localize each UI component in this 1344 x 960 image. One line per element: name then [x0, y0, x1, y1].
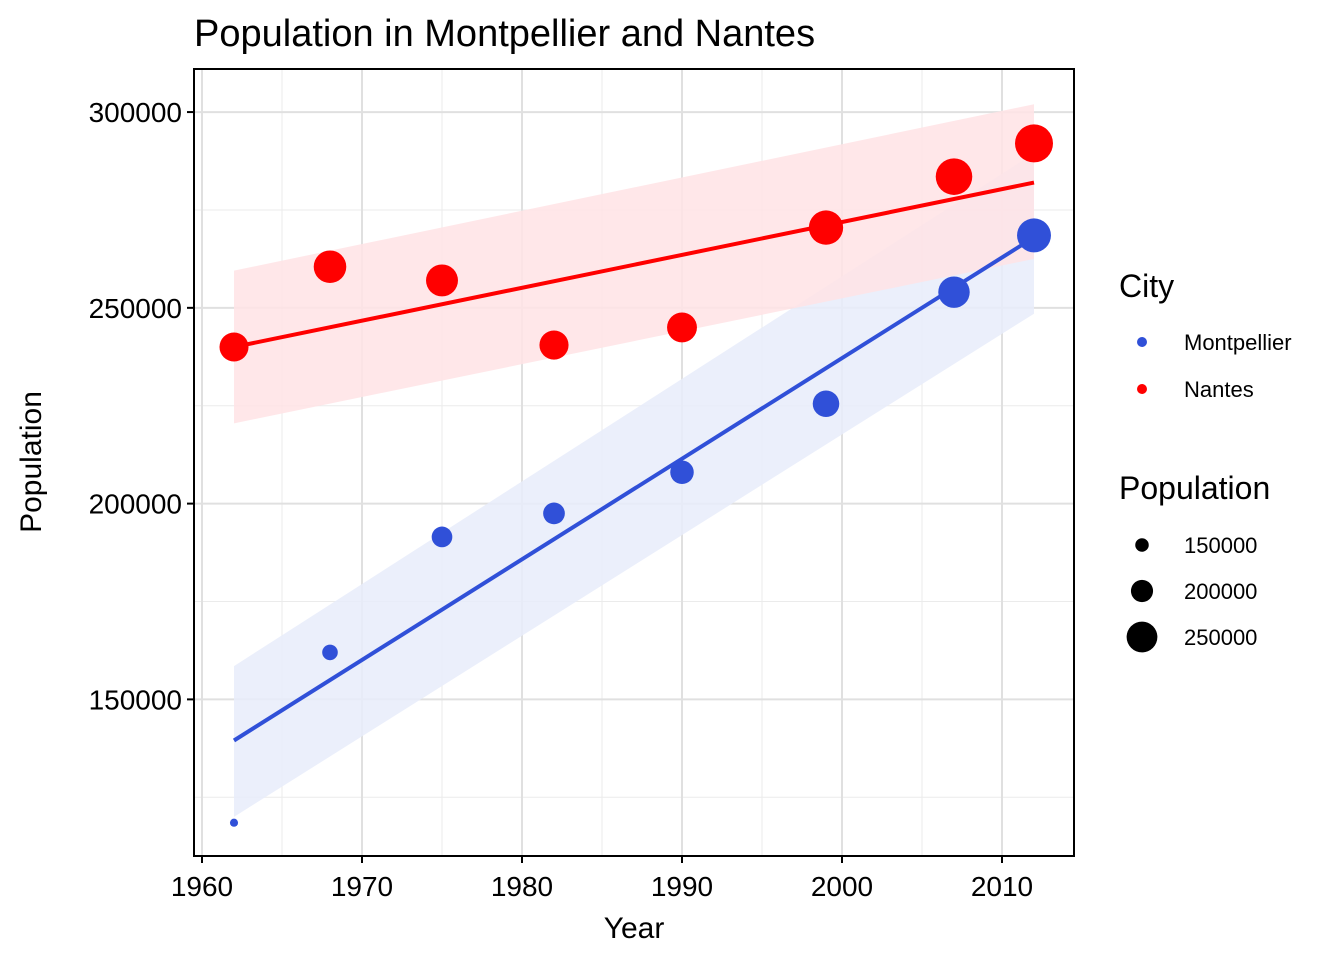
data-point-nantes	[539, 330, 569, 360]
legend-city-title: City	[1119, 268, 1174, 304]
legend-label-montpellier: Montpellier	[1184, 330, 1292, 355]
data-point-nantes	[935, 158, 973, 195]
data-point-nantes	[426, 264, 458, 297]
confidence-bands	[234, 104, 1034, 817]
data-point-nantes	[1015, 124, 1053, 163]
legend-city-items: Montpellier Nantes	[1137, 330, 1292, 402]
legend-size-key	[1135, 538, 1149, 552]
data-points	[219, 124, 1053, 827]
legend-population-title: Population	[1119, 470, 1270, 506]
legend-size-key	[1126, 621, 1158, 653]
x-axis: 1960 1970 1980 1990 2000 2010	[171, 856, 1033, 902]
y-tick-label: 250000	[89, 293, 182, 324]
plot-panel	[193, 68, 1075, 857]
data-point-nantes	[219, 332, 249, 362]
x-tick-label: 2010	[971, 871, 1033, 902]
legend: City Montpellier Nantes Population 150000…	[1119, 268, 1292, 653]
y-axis: 150000 200000 250000 300000	[89, 97, 194, 715]
x-tick-label: 1970	[331, 871, 393, 902]
fit-line-montpellier	[232, 235, 1036, 743]
x-tick-label: 1980	[491, 871, 553, 902]
data-point-montpellier	[229, 818, 239, 827]
legend-size-label: 150000	[1184, 533, 1257, 558]
x-axis-title: Year	[604, 912, 665, 945]
data-point-montpellier	[431, 526, 453, 548]
legend-key-nantes	[1137, 384, 1147, 394]
panel-border	[193, 68, 1075, 857]
data-point-nantes	[313, 250, 347, 284]
data-point-montpellier	[938, 276, 970, 308]
data-point-montpellier	[543, 502, 565, 525]
fit-line-nantes	[233, 180, 1035, 349]
fit-lines	[232, 180, 1036, 743]
data-point-montpellier	[322, 644, 338, 661]
legend-size-key	[1130, 579, 1154, 603]
data-point-nantes	[667, 312, 697, 343]
legend-label-nantes: Nantes	[1184, 377, 1254, 402]
x-tick-label: 1990	[651, 871, 713, 902]
x-tick-label: 2000	[811, 871, 873, 902]
y-axis-title: Population	[15, 391, 48, 533]
legend-size-label: 200000	[1184, 579, 1257, 604]
chart-title: Population in Montpellier and Nantes	[194, 13, 815, 55]
data-point-nantes	[808, 210, 844, 245]
y-tick-label: 300000	[89, 97, 182, 128]
y-tick-label: 150000	[89, 684, 182, 715]
y-tick-label: 200000	[89, 489, 182, 520]
data-point-montpellier	[670, 460, 694, 485]
legend-size-label: 250000	[1184, 625, 1257, 650]
data-point-montpellier	[812, 390, 840, 418]
x-tick-label: 1960	[171, 871, 233, 902]
legend-population-items: 150000 200000 250000	[1126, 533, 1257, 653]
legend-key-montpellier	[1137, 337, 1147, 347]
data-point-montpellier	[1017, 218, 1051, 253]
confidence-band-montpellier	[234, 153, 1034, 817]
